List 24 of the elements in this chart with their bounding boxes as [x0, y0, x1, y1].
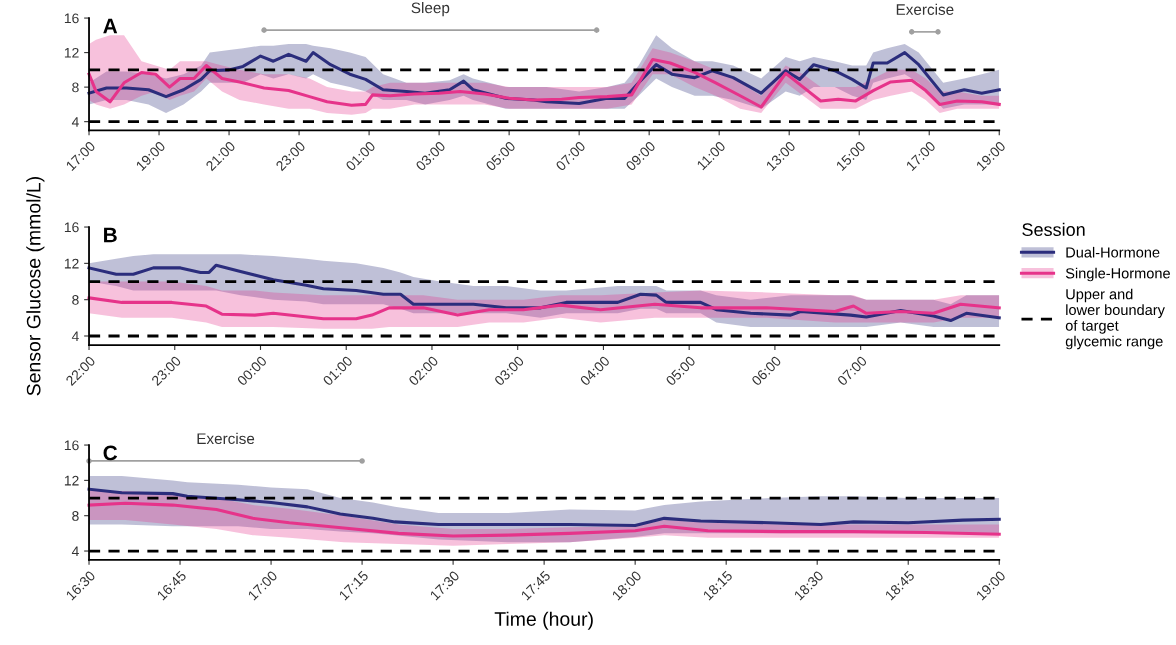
y-tick-label: 8	[72, 511, 79, 521]
series-label: Exercise	[197, 432, 255, 445]
y-tick-label: 16	[64, 13, 79, 24]
y-tick-label: 8	[72, 295, 79, 305]
y-tick-label: 4	[71, 117, 79, 127]
series-label: Sleep	[411, 2, 450, 17]
x-axis-title: Time (hour)	[494, 611, 593, 630]
chart-title: B	[104, 227, 117, 243]
legend-label: Dual-Hormone	[1066, 246, 1160, 258]
y-tick-label: 12	[64, 47, 79, 58]
y-tick-label: 4	[71, 331, 79, 342]
y-axis-title: Sensor Glucose (mmol/L)	[26, 177, 45, 396]
legend-title: Session	[1022, 222, 1085, 237]
y-tick-label: 4	[71, 546, 79, 557]
series-label: Exercise	[896, 3, 954, 15]
y-tick-label: 16	[64, 222, 79, 233]
chart-title: C	[103, 445, 118, 461]
y-tick-label: 12	[64, 258, 79, 269]
legend-label: Single-Hormone	[1065, 267, 1170, 282]
y-tick-label: 12	[64, 475, 79, 486]
legend-label: Upper and lower boundary of target glycemic range	[1065, 288, 1165, 350]
y-tick-label: 8	[72, 82, 79, 93]
chart-title: A	[103, 18, 118, 34]
y-tick-label: 16	[64, 440, 79, 451]
